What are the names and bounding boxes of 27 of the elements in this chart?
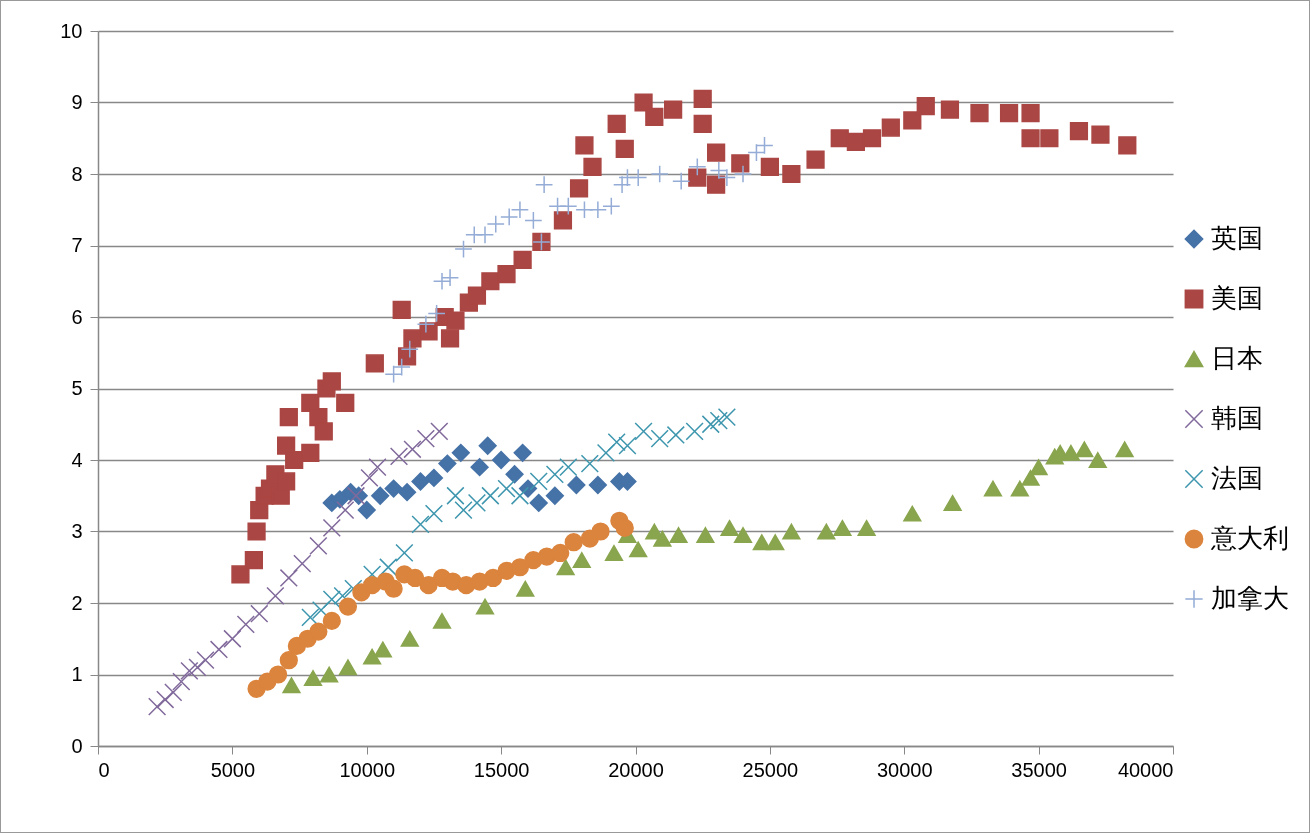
legend-label: 韩国 xyxy=(1211,403,1263,433)
legend-label: 日本 xyxy=(1211,343,1263,373)
x-tick-label: 40000 xyxy=(1117,758,1174,781)
y-tick-label: 3 xyxy=(71,520,83,542)
y-tick-label: 7 xyxy=(71,234,83,256)
y-tick-label: 0 xyxy=(71,734,83,757)
y-tick-label: 1 xyxy=(71,663,83,685)
legend-label: 加拿大 xyxy=(1211,583,1289,613)
y-tick-label: 2 xyxy=(71,591,83,614)
x-tick-label: 0 xyxy=(98,758,110,781)
y-tick-label: 5 xyxy=(71,377,83,399)
y-tick-label: 4 xyxy=(71,448,83,471)
legend-label: 英国 xyxy=(1211,223,1263,253)
x-tick-label: 35000 xyxy=(1011,758,1067,781)
x-tick-label: 15000 xyxy=(473,758,530,781)
legend-label: 法国 xyxy=(1211,463,1263,493)
y-tick-label: 9 xyxy=(71,91,83,113)
x-tick-label: 25000 xyxy=(742,758,799,781)
legend-label: 美国 xyxy=(1211,283,1263,313)
x-tick-label: 30000 xyxy=(876,758,933,781)
y-tick-label: 10 xyxy=(60,19,83,42)
y-tick-label: 6 xyxy=(71,305,83,328)
x-tick-label: 20000 xyxy=(608,758,664,781)
x-tick-label: 10000 xyxy=(339,758,396,781)
legend-label: 意大利 xyxy=(1210,523,1289,553)
x-tick-label: 5000 xyxy=(210,758,256,781)
y-tick-label: 8 xyxy=(71,162,83,185)
